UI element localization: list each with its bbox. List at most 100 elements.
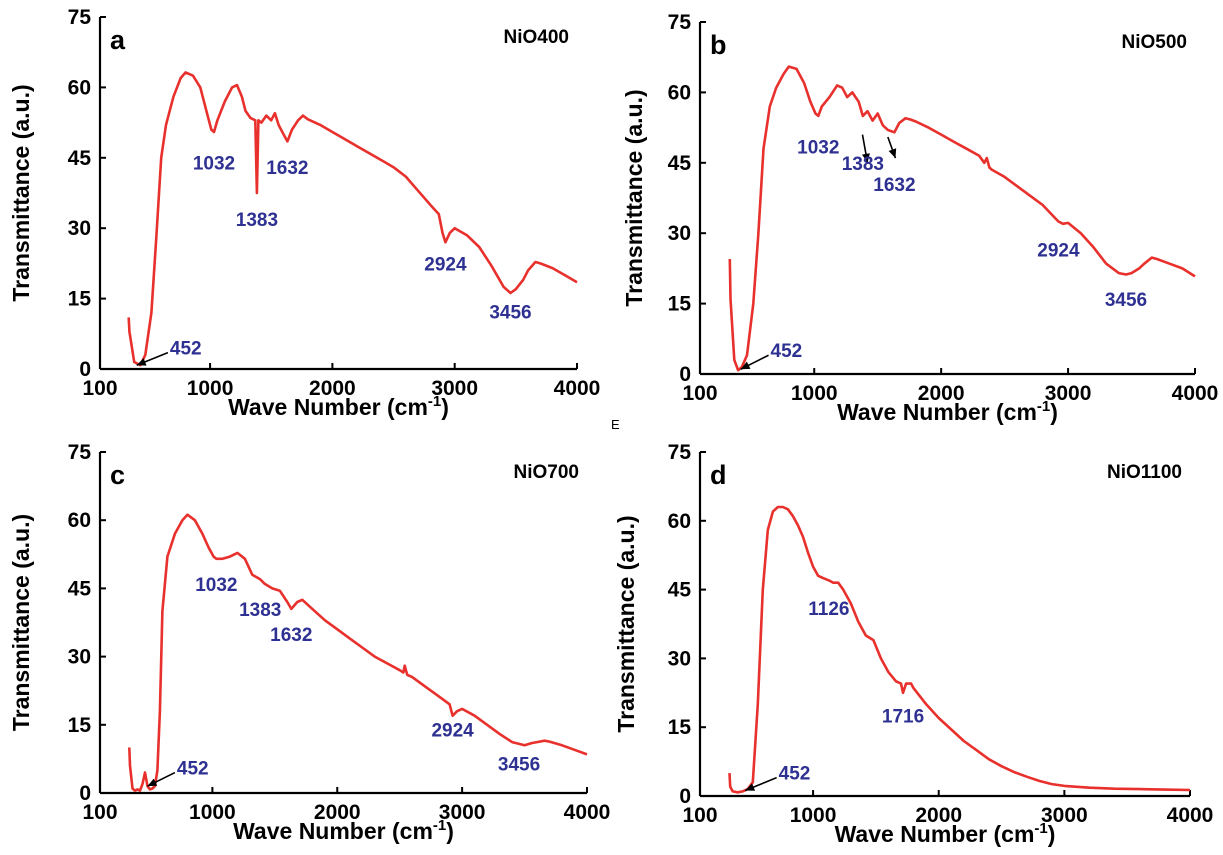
panel-b-peak-annotation: 1032 <box>797 137 839 158</box>
panel-a: 100 1000 2000 3000 4000 0 15 30 45 60 75 a NiO400 452… <box>8 6 600 420</box>
peak-label: 1032 <box>797 137 839 158</box>
panel-a-peak-annotation: 1383 <box>236 210 278 231</box>
panel-c-x-axis-title: Wave Number (cm-1) <box>233 817 454 844</box>
panel-d: 100 1000 2000 3000 4000 0 15 30 45 60 75 d NiO1100 45… <box>613 441 1213 847</box>
panel-c-peak-annotation: 1383 <box>239 600 281 621</box>
peak-label: 3456 <box>498 754 540 775</box>
panel-b-x-tick-label: 100 <box>682 382 717 405</box>
peak-label: 1383 <box>842 154 884 175</box>
panel-d-letter: d <box>710 460 727 490</box>
peak-label: 1032 <box>195 575 237 596</box>
peak-label: 1632 <box>270 625 312 646</box>
panel-d-x-tick-label: 2000 <box>915 804 962 827</box>
panel-c-x-tick-label: 3000 <box>439 801 486 824</box>
panel-d-peak-annotation: 1126 <box>808 599 849 620</box>
panel-a-y-tick-label: 45 <box>68 147 92 170</box>
panel-b-y-tick-label: 0 <box>679 363 691 386</box>
peak-label: 3456 <box>1105 290 1147 311</box>
panel-c-peak-annotation: 1032 <box>195 575 237 596</box>
panel-a-x-tick-label: 100 <box>82 377 117 400</box>
peak-arrowhead <box>147 778 158 787</box>
panel-b-peak-annotation: 452 <box>740 341 803 371</box>
panel-c-y-tick-label: 45 <box>68 577 92 600</box>
peak-arrowhead <box>888 148 897 159</box>
panel-b-peak-annotation: 3456 <box>1105 290 1147 311</box>
panel-b-letter: b <box>710 30 727 60</box>
peak-arrowhead <box>745 783 756 791</box>
panel-c-y-axis-title: Transmittance (a.u.) <box>8 514 34 731</box>
peak-label: 3456 <box>489 302 531 323</box>
panel-a-y-tick-label: 75 <box>68 6 92 29</box>
panel-a-y-tick-label: 60 <box>68 76 91 99</box>
panel-d-peak-annotation: 1716 <box>882 707 924 728</box>
peak-label: 2924 <box>1037 241 1080 262</box>
panel-a-x-tick-label: 3000 <box>431 377 478 400</box>
panel-c-sample-name: NiO700 <box>514 462 579 483</box>
panel-a-x-tick-label: 2000 <box>309 377 356 400</box>
panel-b-peak-annotation: 1383 <box>842 134 884 175</box>
panel-c-peak-annotation: 3456 <box>498 754 540 775</box>
panel-b-y-axis-title: Transmittance (a.u.) <box>621 89 647 306</box>
peak-label: 1383 <box>239 600 281 621</box>
panel-d-x-axis-title: Wave Number (cm-1) <box>835 820 1056 847</box>
panel-b-x-tick-label: 4000 <box>1172 382 1219 405</box>
panel-b-y-tick-label: 45 <box>668 152 692 175</box>
peak-label: 452 <box>771 341 803 362</box>
panel-c-peak-annotation: 2924 <box>431 720 474 741</box>
panel-c-x-tick-label: 2000 <box>314 801 361 824</box>
peak-label: 452 <box>177 759 209 780</box>
panel-c-series-line <box>128 513 588 793</box>
panel-d-x-tick-label: 100 <box>682 804 717 827</box>
panel-b-y-tick-label: 30 <box>668 222 691 245</box>
panel-d-sample-name: NiO1100 <box>1107 462 1182 483</box>
panel-a-peak-annotation: 1632 <box>266 158 308 179</box>
panel-d-y-axis-title: Transmittance (a.u.) <box>613 515 639 732</box>
panel-d-y-tick-label: 75 <box>668 441 692 464</box>
peak-label: 2924 <box>424 254 467 275</box>
peak-label: 1126 <box>808 599 849 620</box>
panel-c-peak-annotation: 1632 <box>270 625 312 646</box>
peak-label: 1383 <box>236 210 278 231</box>
panel-d-y-tick-label: 0 <box>679 785 691 808</box>
panel-b-sample-name: NiO500 <box>1122 32 1187 53</box>
panel-d-peak-annotation: 452 <box>744 764 811 792</box>
panel-b-x-tick-label: 2000 <box>918 382 965 405</box>
panel-c: 100 1000 2000 3000 4000 0 15 30 45 60 75 c NiO700 452… <box>8 441 610 844</box>
panel-c-x-tick-label: 4000 <box>564 801 611 824</box>
peak-arrowhead <box>740 361 751 370</box>
peak-label: 1632 <box>266 158 308 179</box>
panel-a-letter: a <box>110 25 126 55</box>
panel-b-y-tick-label: 15 <box>668 293 692 316</box>
panel-d-y-tick-label: 15 <box>668 716 692 739</box>
panel-a-peak-annotation: 3456 <box>489 302 531 323</box>
panel-d-x-tick-label: 3000 <box>1041 804 1088 827</box>
panel-b-x-tick-label: 3000 <box>1045 382 1092 405</box>
panel-c-peak-annotation: 452 <box>147 759 209 787</box>
panel-d-x-tick-label: 4000 <box>1167 804 1214 827</box>
peak-arrowhead <box>862 153 870 163</box>
panel-a-sample-name: NiO400 <box>504 27 569 48</box>
figure-letter: E <box>611 417 620 432</box>
panel-c-x-tick-label: 1000 <box>189 801 236 824</box>
panel-b-peak-annotation: 2924 <box>1037 241 1080 262</box>
panel-a-x-axis-title: Wave Number (cm-1) <box>228 393 449 420</box>
panel-d-y-tick-label: 60 <box>668 510 691 533</box>
panel-b-y-tick-label: 60 <box>668 81 691 104</box>
panel-a-y-axis-title: Transmittance (a.u.) <box>8 84 34 301</box>
panel-c-y-tick-label: 75 <box>68 441 92 464</box>
peak-label: 1032 <box>193 153 235 174</box>
panel-a-x-tick-label: 4000 <box>554 377 601 400</box>
peak-label: 1632 <box>873 175 915 196</box>
peak-label: 452 <box>779 764 811 785</box>
panel-a-peak-annotation: 452 <box>136 339 202 366</box>
panel-d-x-tick-label: 1000 <box>790 804 837 827</box>
panel-c-y-tick-label: 15 <box>68 714 92 737</box>
panel-c-y-tick-label: 0 <box>79 782 91 805</box>
panel-b-x-axis-title: Wave Number (cm-1) <box>837 398 1058 425</box>
panel-a-series-line <box>127 71 578 367</box>
panel-d-y-tick-label: 45 <box>668 579 692 602</box>
panel-a-y-tick-label: 0 <box>79 358 91 381</box>
panel-c-y-tick-label: 60 <box>68 509 91 532</box>
peak-label: 1716 <box>882 707 924 728</box>
